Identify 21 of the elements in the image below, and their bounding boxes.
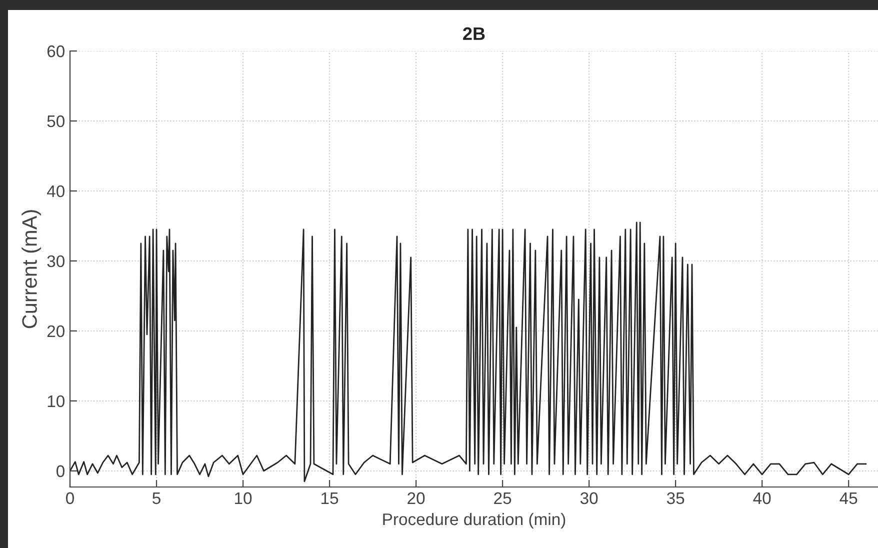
- x-tick-label: 5: [152, 492, 160, 504]
- x-tick-label: 45: [840, 492, 858, 504]
- y-tick-label: 0: [56, 465, 64, 478]
- y-tick-label: 60: [47, 45, 64, 58]
- chart-title: 2B: [463, 27, 485, 40]
- y-axis-title: Current (mA): [22, 210, 42, 328]
- y-tick-label: 20: [47, 325, 64, 338]
- line-series: [70, 222, 867, 482]
- y-tick-label: 10: [48, 395, 64, 408]
- x-tick-label: 10: [235, 492, 252, 504]
- y-tick-label: 40: [46, 185, 64, 198]
- y-tick-label: 50: [47, 115, 64, 128]
- x-tick-label: 0: [66, 492, 74, 504]
- x-tick-label: 40: [753, 492, 771, 504]
- x-tick-label: 35: [666, 492, 684, 504]
- x-tick-label: 15: [322, 492, 338, 504]
- x-tick-label: 30: [580, 492, 598, 504]
- y-tick-label: 30: [47, 255, 64, 268]
- x-tick-label: 20: [408, 492, 425, 504]
- x-axis-title: Procedure duration (min): [383, 512, 566, 528]
- x-tick-label: 25: [494, 492, 512, 504]
